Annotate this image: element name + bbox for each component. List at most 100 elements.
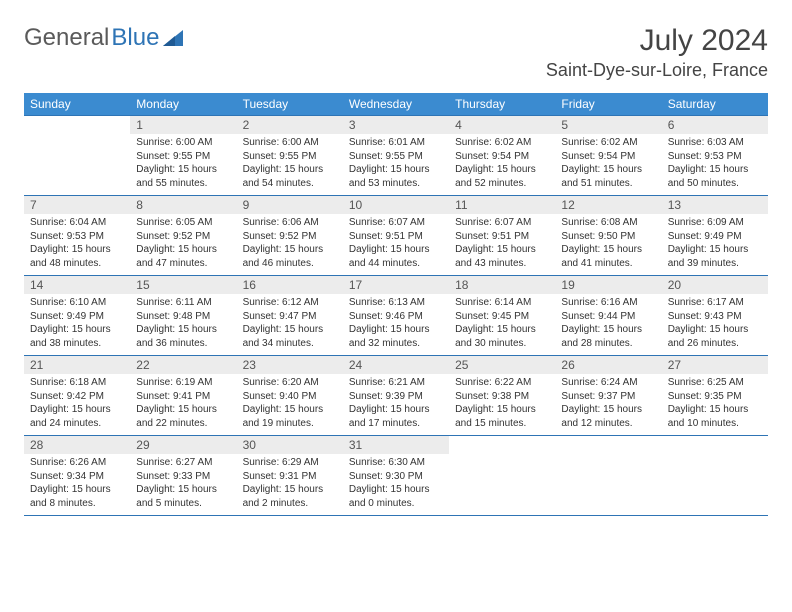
daylight-label: Daylight:	[243, 484, 282, 495]
weekday-header: Sunday	[24, 93, 130, 116]
sunrise-value: 6:07 AM	[495, 217, 532, 228]
calendar-cell	[662, 436, 768, 516]
sunrise-label: Sunrise:	[349, 137, 386, 148]
calendar-cell	[555, 436, 661, 516]
sunset-label: Sunset:	[243, 391, 277, 402]
calendar-cell: 31Sunrise: 6:30 AMSunset: 9:30 PMDayligh…	[343, 436, 449, 516]
sunset-value: 9:54 PM	[598, 151, 635, 162]
day-details: Sunrise: 6:10 AMSunset: 9:49 PMDaylight:…	[24, 294, 130, 354]
daylight-label: Daylight:	[30, 484, 69, 495]
sunset-value: 9:50 PM	[598, 231, 635, 242]
daylight-label: Daylight:	[243, 324, 282, 335]
title-block: July 2024 Saint-Dye-sur-Loire, France	[546, 24, 768, 81]
sunset-label: Sunset:	[455, 151, 489, 162]
sunrise-value: 6:19 AM	[176, 377, 213, 388]
day-number: 21	[24, 356, 130, 374]
sunset-label: Sunset:	[349, 231, 383, 242]
day-details: Sunrise: 6:30 AMSunset: 9:30 PMDaylight:…	[343, 454, 449, 514]
sunrise-value: 6:12 AM	[282, 297, 319, 308]
daylight-label: Daylight:	[136, 484, 175, 495]
day-details: Sunrise: 6:18 AMSunset: 9:42 PMDaylight:…	[24, 374, 130, 434]
sunset-label: Sunset:	[136, 471, 170, 482]
sunset-value: 9:53 PM	[67, 231, 104, 242]
sunrise-label: Sunrise:	[349, 217, 386, 228]
day-details: Sunrise: 6:08 AMSunset: 9:50 PMDaylight:…	[555, 214, 661, 274]
calendar-cell: 14Sunrise: 6:10 AMSunset: 9:49 PMDayligh…	[24, 276, 130, 356]
daylight-label: Daylight:	[668, 324, 707, 335]
logo: GeneralBlue	[24, 24, 185, 52]
header: GeneralBlue July 2024 Saint-Dye-sur-Loir…	[24, 24, 768, 81]
daylight-label: Daylight:	[349, 324, 388, 335]
day-number: 29	[130, 436, 236, 454]
sunset-label: Sunset:	[30, 471, 64, 482]
calendar-row: 1Sunrise: 6:00 AMSunset: 9:55 PMDaylight…	[24, 116, 768, 196]
day-number: 20	[662, 276, 768, 294]
daylight-label: Daylight:	[30, 404, 69, 415]
sunset-value: 9:55 PM	[386, 151, 423, 162]
sunrise-value: 6:05 AM	[176, 217, 213, 228]
day-details: Sunrise: 6:11 AMSunset: 9:48 PMDaylight:…	[130, 294, 236, 354]
sunrise-value: 6:17 AM	[707, 297, 744, 308]
daylight-label: Daylight:	[561, 324, 600, 335]
sunrise-label: Sunrise:	[30, 217, 67, 228]
sunset-value: 9:42 PM	[67, 391, 104, 402]
weekday-header: Saturday	[662, 93, 768, 116]
sunset-value: 9:38 PM	[492, 391, 529, 402]
daylight-label: Daylight:	[455, 404, 494, 415]
sunrise-value: 6:02 AM	[601, 137, 638, 148]
sunset-value: 9:54 PM	[492, 151, 529, 162]
sunrise-label: Sunrise:	[561, 377, 598, 388]
sunrise-value: 6:26 AM	[69, 457, 106, 468]
sunset-value: 9:34 PM	[67, 471, 104, 482]
sunset-value: 9:51 PM	[386, 231, 423, 242]
day-details: Sunrise: 6:13 AMSunset: 9:46 PMDaylight:…	[343, 294, 449, 354]
sunrise-value: 6:24 AM	[601, 377, 638, 388]
daylight-label: Daylight:	[243, 404, 282, 415]
sunset-value: 9:45 PM	[492, 311, 529, 322]
sunset-label: Sunset:	[30, 391, 64, 402]
day-details: Sunrise: 6:06 AMSunset: 9:52 PMDaylight:…	[237, 214, 343, 274]
day-number: 17	[343, 276, 449, 294]
calendar-cell: 6Sunrise: 6:03 AMSunset: 9:53 PMDaylight…	[662, 116, 768, 196]
day-details: Sunrise: 6:00 AMSunset: 9:55 PMDaylight:…	[237, 134, 343, 194]
calendar-cell: 12Sunrise: 6:08 AMSunset: 9:50 PMDayligh…	[555, 196, 661, 276]
day-details: Sunrise: 6:09 AMSunset: 9:49 PMDaylight:…	[662, 214, 768, 274]
logo-text-blue: Blue	[111, 24, 159, 52]
sunrise-value: 6:00 AM	[282, 137, 319, 148]
daylight-label: Daylight:	[561, 164, 600, 175]
daylight-label: Daylight:	[349, 404, 388, 415]
weekday-header: Monday	[130, 93, 236, 116]
sunrise-label: Sunrise:	[561, 137, 598, 148]
calendar-cell: 4Sunrise: 6:02 AMSunset: 9:54 PMDaylight…	[449, 116, 555, 196]
day-number: 10	[343, 196, 449, 214]
calendar-row: 21Sunrise: 6:18 AMSunset: 9:42 PMDayligh…	[24, 356, 768, 436]
calendar-cell: 10Sunrise: 6:07 AMSunset: 9:51 PMDayligh…	[343, 196, 449, 276]
calendar-header-row: SundayMondayTuesdayWednesdayThursdayFrid…	[24, 93, 768, 116]
day-number: 2	[237, 116, 343, 134]
sunrise-value: 6:01 AM	[388, 137, 425, 148]
day-number: 4	[449, 116, 555, 134]
sunset-value: 9:39 PM	[386, 391, 423, 402]
logo-sail-icon	[163, 28, 185, 48]
sunset-value: 9:35 PM	[704, 391, 741, 402]
calendar-cell: 1Sunrise: 6:00 AMSunset: 9:55 PMDaylight…	[130, 116, 236, 196]
sunrise-label: Sunrise:	[561, 217, 598, 228]
sunset-label: Sunset:	[243, 231, 277, 242]
sunset-value: 9:43 PM	[704, 311, 741, 322]
sunrise-value: 6:00 AM	[176, 137, 213, 148]
day-details: Sunrise: 6:02 AMSunset: 9:54 PMDaylight:…	[555, 134, 661, 194]
daylight-label: Daylight:	[455, 244, 494, 255]
sunrise-label: Sunrise:	[349, 457, 386, 468]
sunset-label: Sunset:	[243, 151, 277, 162]
calendar-cell: 22Sunrise: 6:19 AMSunset: 9:41 PMDayligh…	[130, 356, 236, 436]
sunset-label: Sunset:	[349, 151, 383, 162]
sunrise-label: Sunrise:	[455, 377, 492, 388]
day-details: Sunrise: 6:20 AMSunset: 9:40 PMDaylight:…	[237, 374, 343, 434]
weekday-header: Friday	[555, 93, 661, 116]
calendar-cell: 7Sunrise: 6:04 AMSunset: 9:53 PMDaylight…	[24, 196, 130, 276]
sunrise-value: 6:30 AM	[388, 457, 425, 468]
calendar-row: 14Sunrise: 6:10 AMSunset: 9:49 PMDayligh…	[24, 276, 768, 356]
calendar-row: 28Sunrise: 6:26 AMSunset: 9:34 PMDayligh…	[24, 436, 768, 516]
day-details: Sunrise: 6:12 AMSunset: 9:47 PMDaylight:…	[237, 294, 343, 354]
logo-text-general: General	[24, 24, 109, 52]
